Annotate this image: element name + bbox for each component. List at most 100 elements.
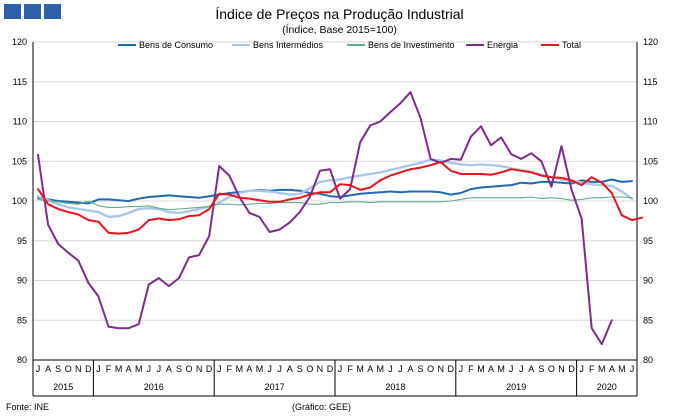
- x-tick-label: J: [96, 364, 101, 374]
- x-tick-label: S: [297, 364, 303, 374]
- y-tick-label-right: 80: [643, 355, 653, 365]
- x-tick-label: J: [388, 364, 393, 374]
- series-line-energia: [37, 91, 613, 346]
- x-tick-label: J: [157, 364, 162, 374]
- year-label: 2018: [385, 382, 405, 392]
- x-tick-label: A: [246, 364, 252, 374]
- x-tick-label: J: [147, 364, 152, 374]
- x-tick-label: O: [548, 364, 555, 374]
- x-tick-label: J: [579, 364, 584, 374]
- y-tick-label-right: 105: [643, 156, 658, 166]
- x-tick-label: J: [267, 364, 272, 374]
- y-tick-label-left: 105: [12, 156, 27, 166]
- legend-label: Bens de Investimento: [368, 40, 455, 50]
- source-note: Fonte: INE: [6, 402, 50, 412]
- x-tick-label: O: [65, 364, 72, 374]
- year-label: 2015: [53, 382, 73, 392]
- x-tick-label: A: [609, 364, 615, 374]
- x-tick-label: M: [236, 364, 244, 374]
- x-tick-label: J: [509, 364, 514, 374]
- x-tick-label: D: [327, 364, 334, 374]
- x-tick-label: N: [75, 364, 82, 374]
- x-tick-label: D: [85, 364, 92, 374]
- x-tick-label: J: [519, 364, 524, 374]
- x-tick-label: J: [277, 364, 282, 374]
- x-tick-label: N: [317, 364, 324, 374]
- x-tick-label: F: [589, 364, 595, 374]
- x-tick-label: A: [126, 364, 132, 374]
- logo-square: [24, 4, 41, 19]
- x-tick-label: N: [558, 364, 565, 374]
- x-tick-label: D: [448, 364, 455, 374]
- y-tick-label-left: 100: [12, 196, 27, 206]
- x-tick-label: M: [477, 364, 485, 374]
- x-tick-label: J: [398, 364, 403, 374]
- y-tick-label-left: 115: [13, 77, 27, 87]
- y-tick-label-right: 120: [643, 37, 658, 47]
- y-tick-label-right: 95: [643, 236, 653, 246]
- year-label: 2020: [597, 382, 617, 392]
- year-label: 2016: [144, 382, 164, 392]
- x-tick-label: A: [45, 364, 51, 374]
- x-tick-label: M: [618, 364, 626, 374]
- y-tick-label-right: 100: [643, 196, 658, 206]
- y-tick-label-left: 80: [17, 355, 27, 365]
- chart-title: Índice de Preços na Produção Industrial: [215, 6, 464, 22]
- series-line-total: [37, 161, 643, 235]
- x-tick-label: F: [106, 364, 112, 374]
- series-line-bens-de-investimento: [37, 196, 633, 211]
- logo-square: [44, 4, 61, 19]
- x-tick-label: S: [55, 364, 61, 374]
- logo: [4, 4, 61, 19]
- x-tick-label: A: [488, 364, 494, 374]
- year-label: 2019: [506, 382, 526, 392]
- x-tick-label: O: [306, 364, 313, 374]
- x-tick-label: M: [135, 364, 143, 374]
- x-tick-label: N: [437, 364, 444, 374]
- x-tick-label: J: [459, 364, 464, 374]
- y-tick-label-left: 90: [17, 276, 27, 286]
- x-tick-label: J: [630, 364, 635, 374]
- x-tick-label: F: [468, 364, 474, 374]
- x-tick-label: M: [115, 364, 123, 374]
- x-tick-label: A: [407, 364, 413, 374]
- x-tick-label: J: [36, 364, 41, 374]
- x-tick-label: S: [176, 364, 182, 374]
- chart-subtitle: (Índice, Base 2015=100): [282, 24, 397, 36]
- x-tick-label: M: [356, 364, 364, 374]
- y-tick-label-left: 110: [13, 117, 27, 127]
- y-tick-label-left: 85: [17, 315, 27, 325]
- x-tick-label: S: [418, 364, 424, 374]
- x-tick-label: O: [186, 364, 193, 374]
- legend-label: Bens de Consumo: [139, 40, 213, 50]
- logo-square: [4, 4, 21, 19]
- x-tick-label: M: [497, 364, 505, 374]
- x-tick-label: A: [287, 364, 293, 374]
- x-tick-label: F: [227, 364, 233, 374]
- x-tick-label: D: [206, 364, 213, 374]
- legend-label: Total: [562, 40, 581, 50]
- x-tick-label: O: [427, 364, 434, 374]
- y-tick-label-right: 115: [643, 77, 657, 87]
- x-tick-label: M: [598, 364, 606, 374]
- x-tick-label: M: [377, 364, 385, 374]
- x-tick-label: S: [538, 364, 544, 374]
- credit-note: (Gráfico: GEE): [292, 402, 352, 412]
- legend-label: Bens Intermédios: [253, 40, 324, 50]
- x-tick-label: N: [196, 364, 203, 374]
- legend-label: Energia: [487, 40, 518, 50]
- y-tick-label-left: 95: [17, 236, 27, 246]
- y-tick-label-right: 85: [643, 315, 653, 325]
- y-tick-label-left: 120: [12, 37, 27, 47]
- series-line-bens-de-consumo: [37, 178, 633, 205]
- x-tick-label: J: [217, 364, 222, 374]
- y-tick-label-right: 90: [643, 276, 653, 286]
- x-tick-label: A: [528, 364, 534, 374]
- y-tick-label-right: 110: [643, 117, 657, 127]
- x-tick-label: J: [338, 364, 343, 374]
- year-label: 2017: [265, 382, 285, 392]
- x-tick-label: F: [347, 364, 353, 374]
- x-tick-label: A: [367, 364, 373, 374]
- x-tick-label: A: [166, 364, 172, 374]
